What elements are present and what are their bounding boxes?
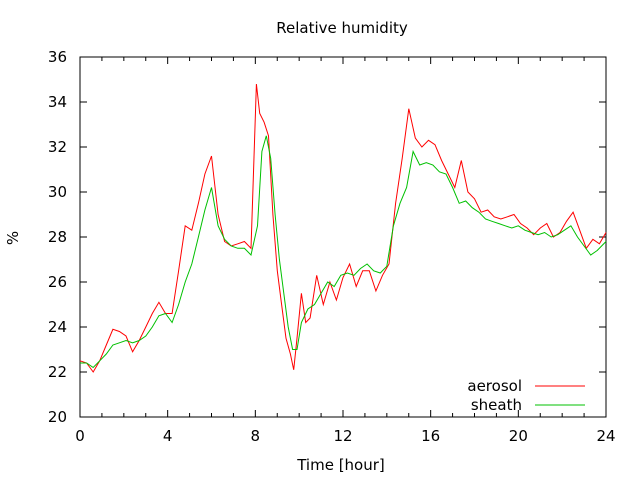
y-tick-label: 26: [48, 273, 67, 291]
x-tick-label: 16: [421, 427, 440, 445]
x-tick-label: 4: [163, 427, 173, 445]
y-tick-label: 34: [48, 93, 67, 111]
y-tick-label: 32: [48, 138, 67, 156]
y-tick-label: 22: [48, 363, 67, 381]
x-axis-label: Time [hour]: [296, 456, 385, 474]
y-tick-label: 20: [48, 408, 67, 426]
series-line-aerosol: [79, 83, 607, 373]
legend-label-aerosol: aerosol: [467, 377, 522, 395]
x-tick-label: 0: [75, 427, 85, 445]
y-tick-label: 30: [48, 183, 67, 201]
y-axis-label: %: [4, 231, 22, 245]
x-tick-label: 8: [251, 427, 261, 445]
x-tick-label: 24: [596, 427, 615, 445]
y-tick-label: 36: [48, 48, 67, 66]
y-tick-label: 28: [48, 228, 67, 246]
x-tick-label: 12: [333, 427, 352, 445]
y-tick-label: 24: [48, 318, 67, 336]
plot-frame: [79, 56, 607, 418]
legend-label-sheath: sheath: [471, 396, 522, 414]
chart-title: Relative humidity: [276, 19, 408, 37]
series-line-sheath: [80, 135, 607, 369]
legend: aerosol sheath: [467, 377, 585, 414]
x-tick-label: 20: [509, 427, 528, 445]
